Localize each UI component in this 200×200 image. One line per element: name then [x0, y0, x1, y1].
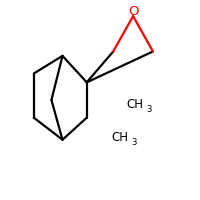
Text: CH: CH [126, 98, 143, 111]
Text: CH: CH [111, 131, 128, 144]
Text: 3: 3 [146, 105, 152, 114]
Text: O: O [128, 5, 138, 18]
Text: 3: 3 [131, 138, 136, 147]
